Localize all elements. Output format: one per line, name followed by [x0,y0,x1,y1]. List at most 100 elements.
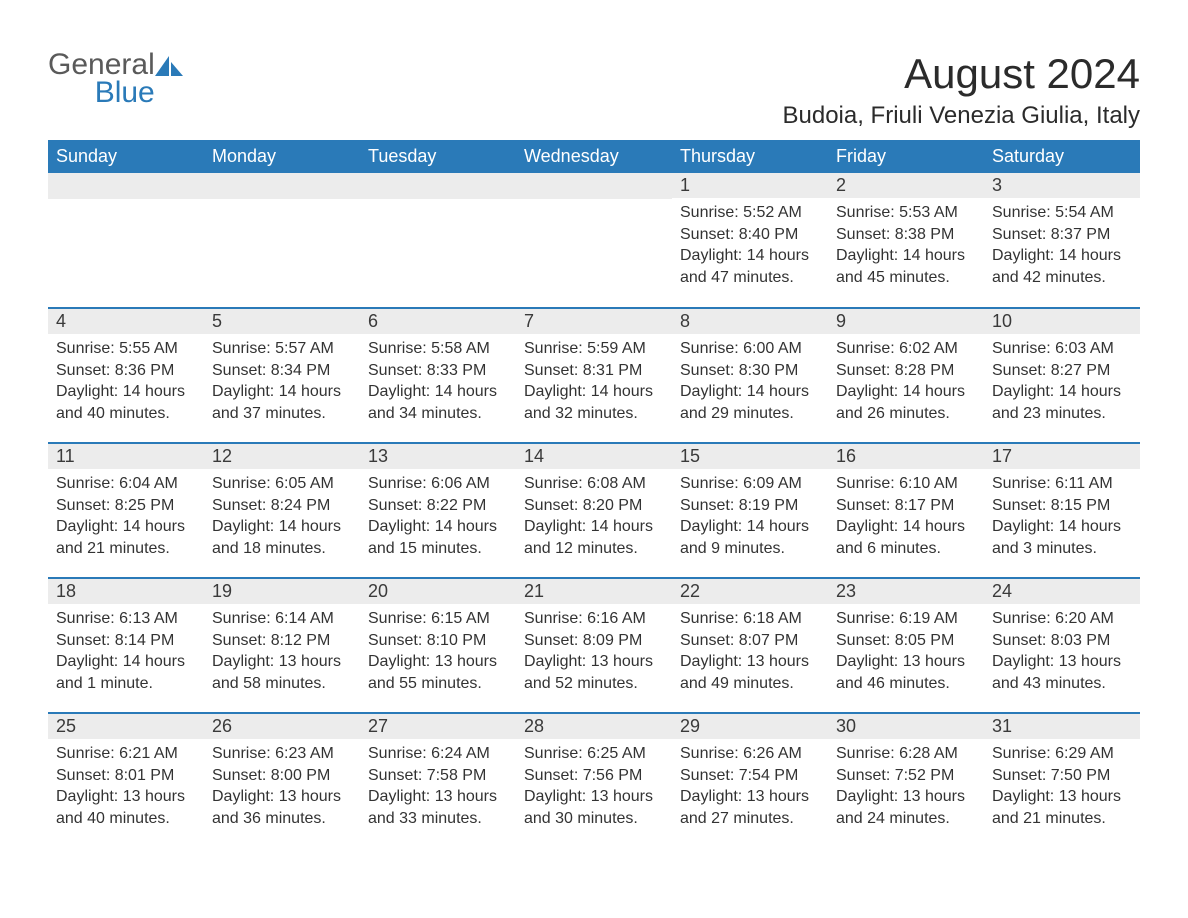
daylight-line: Daylight: 13 hours and 30 minutes. [524,786,664,829]
daylight-line: Daylight: 14 hours and 12 minutes. [524,516,664,559]
day-details: Sunrise: 6:00 AMSunset: 8:30 PMDaylight:… [672,334,828,432]
sunrise-line: Sunrise: 6:03 AM [992,338,1132,360]
day-header: Tuesday [360,140,516,173]
daylight-line: Daylight: 14 hours and 32 minutes. [524,381,664,424]
empty-day-strip [48,173,204,199]
calendar-cell: 22Sunrise: 6:18 AMSunset: 8:07 PMDayligh… [672,578,828,713]
day-number: 15 [672,444,828,469]
sunrise-line: Sunrise: 5:53 AM [836,202,976,224]
day-details: Sunrise: 5:58 AMSunset: 8:33 PMDaylight:… [360,334,516,432]
day-details: Sunrise: 6:29 AMSunset: 7:50 PMDaylight:… [984,739,1140,837]
day-number: 11 [48,444,204,469]
sunset-line: Sunset: 7:58 PM [368,765,508,787]
daylight-line: Daylight: 14 hours and 1 minute. [56,651,196,694]
logo-text: General Blue [48,50,155,108]
sunrise-line: Sunrise: 6:20 AM [992,608,1132,630]
daylight-line: Daylight: 13 hours and 49 minutes. [680,651,820,694]
calendar-cell: 16Sunrise: 6:10 AMSunset: 8:17 PMDayligh… [828,443,984,578]
sunrise-line: Sunrise: 5:59 AM [524,338,664,360]
calendar-cell: 2 Sunrise: 5:53 AMSunset: 8:38 PMDaylight… [828,173,984,308]
day-header: Sunday [48,140,204,173]
calendar-cell: 12Sunrise: 6:05 AMSunset: 8:24 PMDayligh… [204,443,360,578]
day-details: Sunrise: 6:13 AMSunset: 8:14 PMDaylight:… [48,604,204,702]
day-number: 22 [672,579,828,604]
day-details: Sunrise: 6:15 AMSunset: 8:10 PMDaylight:… [360,604,516,702]
calendar-cell: 15Sunrise: 6:09 AMSunset: 8:19 PMDayligh… [672,443,828,578]
sunrise-line: Sunrise: 6:06 AM [368,473,508,495]
calendar-cell: 13Sunrise: 6:06 AMSunset: 8:22 PMDayligh… [360,443,516,578]
sunset-line: Sunset: 7:50 PM [992,765,1132,787]
daylight-line: Daylight: 13 hours and 27 minutes. [680,786,820,829]
day-details: Sunrise: 6:19 AMSunset: 8:05 PMDaylight:… [828,604,984,702]
day-number: 16 [828,444,984,469]
day-details: Sunrise: 6:03 AMSunset: 8:27 PMDaylight:… [984,334,1140,432]
calendar-cell: 28Sunrise: 6:25 AMSunset: 7:56 PMDayligh… [516,713,672,848]
daylight-line: Daylight: 14 hours and 6 minutes. [836,516,976,559]
page-title: August 2024 [782,50,1140,98]
daylight-line: Daylight: 14 hours and 18 minutes. [212,516,352,559]
calendar-cell: 7 Sunrise: 5:59 AMSunset: 8:31 PMDaylight… [516,308,672,443]
day-number: 2 [828,173,984,198]
daylight-line: Daylight: 13 hours and 33 minutes. [368,786,508,829]
day-number: 30 [828,714,984,739]
empty-day-strip [204,173,360,199]
sunrise-line: Sunrise: 5:58 AM [368,338,508,360]
sunset-line: Sunset: 7:56 PM [524,765,664,787]
calendar-row: 4Sunrise: 5:55 AMSunset: 8:36 PMDaylight… [48,308,1140,443]
sunset-line: Sunset: 8:38 PM [836,224,976,246]
day-number: 7 [516,309,672,334]
day-header-row: SundayMondayTuesdayWednesdayThursdayFrid… [48,140,1140,173]
daylight-line: Daylight: 14 hours and 29 minutes. [680,381,820,424]
day-number: 29 [672,714,828,739]
day-details: Sunrise: 6:26 AMSunset: 7:54 PMDaylight:… [672,739,828,837]
calendar-cell [204,173,360,308]
calendar-cell [516,173,672,308]
sunrise-line: Sunrise: 6:23 AM [212,743,352,765]
daylight-line: Daylight: 14 hours and 45 minutes. [836,245,976,288]
daylight-line: Daylight: 14 hours and 26 minutes. [836,381,976,424]
calendar-cell: 5Sunrise: 5:57 AMSunset: 8:34 PMDaylight… [204,308,360,443]
day-number: 23 [828,579,984,604]
sunset-line: Sunset: 8:10 PM [368,630,508,652]
day-number: 21 [516,579,672,604]
title-block: August 2024 Budoia, Friuli Venezia Giuli… [782,50,1140,130]
day-details: Sunrise: 6:16 AMSunset: 8:09 PMDaylight:… [516,604,672,702]
day-details: Sunrise: 6:21 AMSunset: 8:01 PMDaylight:… [48,739,204,837]
day-details: Sunrise: 5:52 AMSunset: 8:40 PMDaylight:… [672,198,828,296]
day-details: Sunrise: 6:28 AMSunset: 7:52 PMDaylight:… [828,739,984,837]
logo-sail-icon [155,56,185,80]
day-header: Monday [204,140,360,173]
sunset-line: Sunset: 8:01 PM [56,765,196,787]
day-details: Sunrise: 6:18 AMSunset: 8:07 PMDaylight:… [672,604,828,702]
daylight-line: Daylight: 14 hours and 42 minutes. [992,245,1132,288]
day-details: Sunrise: 6:20 AMSunset: 8:03 PMDaylight:… [984,604,1140,702]
sunrise-line: Sunrise: 6:13 AM [56,608,196,630]
location: Budoia, Friuli Venezia Giulia, Italy [782,102,1140,130]
sunset-line: Sunset: 8:34 PM [212,360,352,382]
calendar-cell: 30Sunrise: 6:28 AMSunset: 7:52 PMDayligh… [828,713,984,848]
sunset-line: Sunset: 8:33 PM [368,360,508,382]
day-header: Friday [828,140,984,173]
day-details: Sunrise: 6:04 AMSunset: 8:25 PMDaylight:… [48,469,204,567]
sunrise-line: Sunrise: 6:19 AM [836,608,976,630]
day-number: 9 [828,309,984,334]
logo-word-2: Blue [48,78,155,108]
empty-day-strip [360,173,516,199]
calendar-cell: 29Sunrise: 6:26 AMSunset: 7:54 PMDayligh… [672,713,828,848]
sunrise-line: Sunrise: 6:25 AM [524,743,664,765]
sunset-line: Sunset: 8:09 PM [524,630,664,652]
day-number: 5 [204,309,360,334]
sunset-line: Sunset: 8:12 PM [212,630,352,652]
calendar-cell: 9Sunrise: 6:02 AMSunset: 8:28 PMDaylight… [828,308,984,443]
daylight-line: Daylight: 14 hours and 9 minutes. [680,516,820,559]
daylight-line: Daylight: 14 hours and 47 minutes. [680,245,820,288]
day-number: 8 [672,309,828,334]
sunrise-line: Sunrise: 6:29 AM [992,743,1132,765]
day-number: 10 [984,309,1140,334]
sunrise-line: Sunrise: 6:24 AM [368,743,508,765]
day-details: Sunrise: 6:25 AMSunset: 7:56 PMDaylight:… [516,739,672,837]
calendar-cell [360,173,516,308]
day-number: 25 [48,714,204,739]
sunset-line: Sunset: 8:31 PM [524,360,664,382]
calendar-cell: 10Sunrise: 6:03 AMSunset: 8:27 PMDayligh… [984,308,1140,443]
